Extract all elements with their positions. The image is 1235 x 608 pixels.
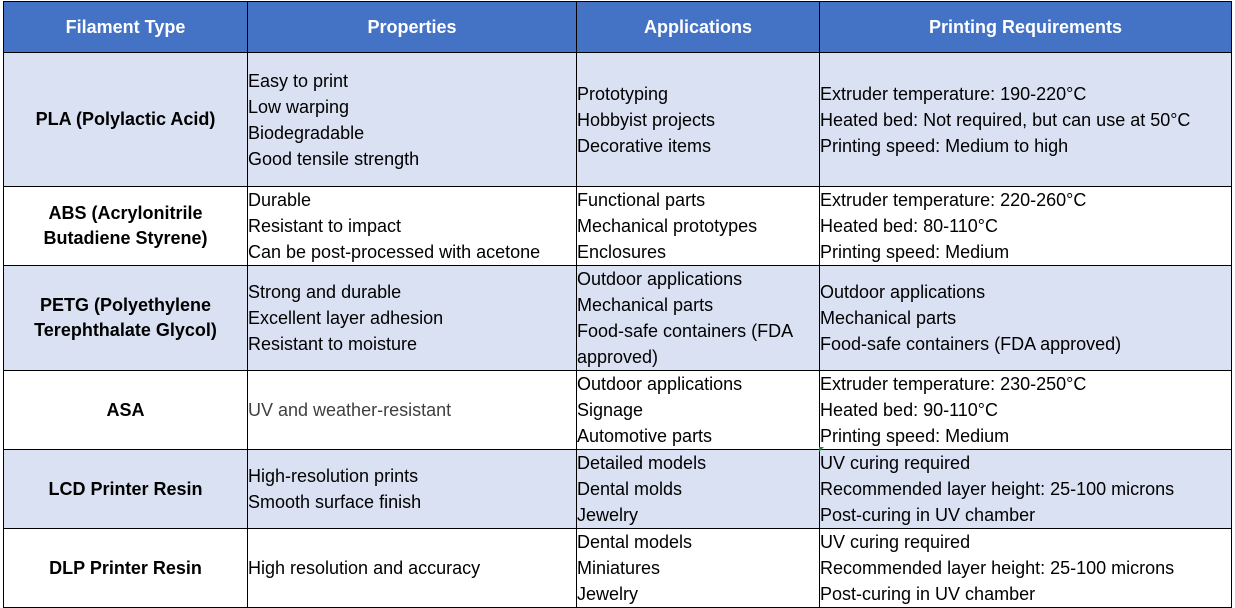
requirement-line: Post-curing in UV chamber bbox=[820, 584, 1036, 604]
requirement-line: Mechanical parts bbox=[820, 308, 957, 328]
application-line: Mechanical prototypes bbox=[577, 216, 758, 236]
filament-type-text: LCD Printer Resin bbox=[48, 478, 203, 499]
application-line: Prototyping bbox=[577, 83, 669, 104]
requirement-line: Printing speed: Medium bbox=[820, 242, 1010, 262]
requirement-line: Heated bed: Not required, but can use at… bbox=[820, 109, 1191, 130]
property-line: Can be post-processed with acetone bbox=[248, 242, 541, 262]
table-row: DLP Printer Resin High resolution and ac… bbox=[3, 528, 1232, 608]
filament-type-cell[interactable]: PLA (Polylactic Acid) bbox=[3, 52, 248, 187]
requirement-line: Heated bed: 80-110°C bbox=[820, 216, 998, 236]
filament-type-cell[interactable]: ABS (Acrylonitrile Butadiene Styrene) bbox=[3, 186, 248, 266]
header-applications[interactable]: Applications bbox=[576, 1, 820, 53]
application-line: Mechanical parts bbox=[577, 295, 714, 315]
filament-type-cell[interactable]: LCD Printer Resin bbox=[3, 449, 248, 529]
filament-type-text: ABS (Acrylonitrile bbox=[48, 203, 203, 223]
properties-cell[interactable]: Easy to print Low warping Biodegradable … bbox=[247, 52, 577, 187]
applications-cell[interactable]: Detailed models Dental molds Jewelry bbox=[576, 449, 820, 529]
applications-cell[interactable]: Outdoor applications Signage Automotive … bbox=[576, 370, 820, 450]
property-line: Low warping bbox=[248, 96, 350, 117]
application-line: Detailed models bbox=[577, 453, 707, 473]
filament-type-text: ASA bbox=[106, 399, 145, 420]
property-line: Good tensile strength bbox=[248, 148, 420, 169]
filament-type-text: Butadiene Styrene) bbox=[43, 228, 208, 248]
requirement-line: Printing speed: Medium bbox=[820, 426, 1010, 446]
header-printing-requirements[interactable]: Printing Requirements bbox=[819, 1, 1232, 53]
property-line: Biodegradable bbox=[248, 122, 365, 143]
applications-cell[interactable]: Outdoor applications Mechanical parts Fo… bbox=[576, 265, 820, 371]
filament-type-text: PLA (Polylactic Acid) bbox=[35, 109, 216, 129]
requirements-cell[interactable]: UV curing required Recommended layer hei… bbox=[819, 449, 1232, 529]
filament-type-text: PETG (Polyethylene bbox=[39, 295, 212, 315]
property-line: Resistant to impact bbox=[248, 216, 402, 236]
application-line: Dental models bbox=[577, 532, 693, 552]
table-row: ABS (Acrylonitrile Butadiene Styrene) Du… bbox=[3, 186, 1232, 266]
table-row: PLA (Polylactic Acid) Easy to print Low … bbox=[3, 52, 1232, 187]
property-line: Durable bbox=[248, 190, 312, 210]
header-row: Filament Type Properties Applications Pr… bbox=[3, 1, 1232, 53]
cell-comment-marker bbox=[819, 447, 824, 452]
application-line: Miniatures bbox=[577, 558, 661, 578]
property-line: High-resolution prints bbox=[248, 466, 419, 486]
property-line: Resistant to moisture bbox=[248, 334, 418, 354]
properties-cell[interactable]: Strong and durable Excellent layer adhes… bbox=[247, 265, 577, 371]
property-line: Strong and durable bbox=[248, 282, 402, 302]
requirements-cell[interactable]: Extruder temperature: 230-250°C Heated b… bbox=[819, 370, 1232, 450]
filament-type-cell[interactable]: PETG (Polyethylene Terephthalate Glycol) bbox=[3, 265, 248, 371]
application-line: Jewelry bbox=[577, 584, 639, 604]
property-line: Smooth surface finish bbox=[248, 492, 422, 512]
requirement-line: Food-safe containers (FDA approved) bbox=[820, 334, 1122, 354]
requirement-line: Printing speed: Medium to high bbox=[820, 135, 1069, 156]
filament-type-text: Terephthalate Glycol) bbox=[34, 320, 217, 340]
requirement-line: Extruder temperature: 230-250°C bbox=[820, 374, 1087, 394]
requirements-cell[interactable]: Extruder temperature: 190-220°C Heated b… bbox=[819, 52, 1232, 187]
requirements-cell[interactable]: UV curing required Recommended layer hei… bbox=[819, 528, 1232, 608]
table-row: PETG (Polyethylene Terephthalate Glycol)… bbox=[3, 265, 1232, 371]
property-line: UV and weather-resistant bbox=[248, 400, 452, 420]
application-line: Jewelry bbox=[577, 505, 639, 525]
requirement-line: Extruder temperature: 220-260°C bbox=[820, 190, 1087, 210]
properties-cell[interactable]: High resolution and accuracy bbox=[247, 528, 577, 608]
application-line: Automotive parts bbox=[577, 426, 713, 446]
requirements-cell[interactable]: Outdoor applications Mechanical parts Fo… bbox=[819, 265, 1232, 371]
applications-cell[interactable]: Dental models Miniatures Jewelry bbox=[576, 528, 820, 608]
application-line: Hobbyist projects bbox=[577, 109, 716, 130]
requirements-cell[interactable]: Extruder temperature: 220-260°C Heated b… bbox=[819, 186, 1232, 266]
application-line: Food-safe containers (FDA approved) bbox=[577, 321, 793, 367]
applications-cell[interactable]: Prototyping Hobbyist projects Decorative… bbox=[576, 52, 820, 187]
filament-table: Filament Type Properties Applications Pr… bbox=[3, 1, 1232, 608]
properties-cell[interactable]: Durable Resistant to impact Can be post-… bbox=[247, 186, 577, 266]
property-line: High resolution and accuracy bbox=[248, 558, 481, 578]
table-header: Filament Type Properties Applications Pr… bbox=[3, 1, 1232, 53]
application-line: Signage bbox=[577, 400, 644, 420]
requirement-line: Recommended layer height: 25-100 microns bbox=[820, 558, 1175, 578]
applications-cell[interactable]: Functional parts Mechanical prototypes E… bbox=[576, 186, 820, 266]
table-body: PLA (Polylactic Acid) Easy to print Low … bbox=[3, 52, 1232, 608]
requirement-line: Outdoor applications bbox=[820, 282, 986, 302]
application-line: Decorative items bbox=[577, 135, 712, 156]
table-row: LCD Printer Resin High-resolution prints… bbox=[3, 449, 1232, 529]
header-filament-type[interactable]: Filament Type bbox=[3, 1, 248, 53]
requirement-line: Heated bed: 90-110°C bbox=[820, 400, 998, 420]
properties-cell[interactable]: High-resolution prints Smooth surface fi… bbox=[247, 449, 577, 529]
application-line: Outdoor applications bbox=[577, 269, 743, 289]
application-line: Enclosures bbox=[577, 242, 667, 262]
filament-type-text: DLP Printer Resin bbox=[49, 557, 202, 578]
properties-cell[interactable]: UV and weather-resistant bbox=[247, 370, 577, 450]
table-row: ASA UV and weather-resistant Outdoor app… bbox=[3, 370, 1232, 450]
requirement-line: Recommended layer height: 25-100 microns bbox=[820, 479, 1175, 499]
requirement-line: UV curing required bbox=[820, 453, 971, 473]
requirement-line: Extruder temperature: 190-220°C bbox=[820, 83, 1087, 104]
requirement-line: Post-curing in UV chamber bbox=[820, 505, 1036, 525]
property-line: Excellent layer adhesion bbox=[248, 308, 444, 328]
property-line: Easy to print bbox=[248, 70, 349, 91]
application-line: Functional parts bbox=[577, 190, 706, 210]
header-properties[interactable]: Properties bbox=[247, 1, 577, 53]
filament-type-cell[interactable]: ASA bbox=[3, 370, 248, 450]
application-line: Dental molds bbox=[577, 479, 683, 499]
application-line: Outdoor applications bbox=[577, 374, 743, 394]
filament-type-cell[interactable]: DLP Printer Resin bbox=[3, 528, 248, 608]
requirement-line: UV curing required bbox=[820, 532, 971, 552]
